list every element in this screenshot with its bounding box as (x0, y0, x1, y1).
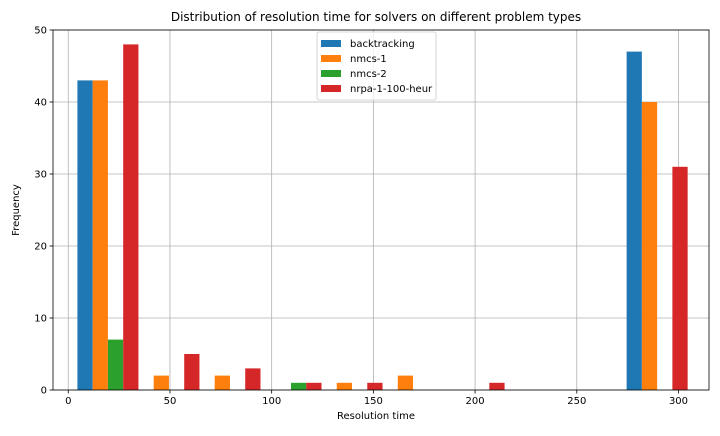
ticks-layer: 0 50 100 150 200 250 300 0 10 20 30 40 50 (34, 26, 688, 408)
y-axis-label: Frequency (11, 184, 22, 236)
bar-nrpa-1-100-heur (672, 166, 688, 390)
legend-swatch-backtracking (321, 40, 341, 47)
legend-swatch-nrpa-1-100-heur (321, 85, 341, 92)
bar-nrpa-1-100-heur (245, 368, 261, 390)
bar-nrpa-1-100-heur (184, 354, 200, 390)
bar-nrpa-1-100-heur (489, 382, 505, 390)
plot-frame (52, 29, 710, 391)
x-tick-label: 250 (567, 396, 586, 407)
bar-nrpa-1-100-heur (367, 382, 383, 390)
y-tick-label: 50 (34, 26, 47, 37)
bar-nmcs-1 (214, 375, 230, 390)
legend-swatch-nmcs-1 (321, 55, 341, 62)
x-tick-label: 200 (466, 396, 485, 407)
bar-backtracking (626, 51, 642, 390)
x-axis-label: Resolution time (337, 411, 415, 422)
legend-box (316, 31, 437, 101)
bar-nrpa-1-100-heur (306, 382, 322, 390)
x-tick-label: 0 (65, 396, 71, 407)
legend-label-nmcs-2: nmcs-2 (350, 69, 387, 80)
chart-title: Distribution of resolution time for solv… (171, 10, 581, 24)
bars-layer (77, 44, 688, 391)
bar-nmcs-2 (107, 339, 124, 390)
x-tick-label: 150 (364, 396, 383, 407)
bar-nmcs-1 (641, 102, 658, 390)
y-tick-label: 0 (41, 386, 47, 397)
bar-nmcs-1 (336, 382, 353, 390)
legend-label-nrpa-1-100-heur: nrpa-1-100-heur (350, 84, 433, 95)
legend-swatch-nmcs-2 (321, 70, 341, 77)
bar-nmcs-1 (92, 80, 108, 391)
x-tick-label: 50 (164, 396, 177, 407)
y-tick-label: 30 (34, 170, 47, 181)
legend: backtracking nmcs-1 nmcs-2 nrpa-1-100-heur (316, 31, 437, 101)
y-tick-label: 20 (34, 242, 47, 253)
y-tick-label: 10 (34, 314, 47, 325)
bar-nmcs-2 (290, 382, 307, 390)
bar-backtracking (77, 80, 93, 391)
x-tick-label: 100 (262, 396, 281, 407)
bar-nmcs-1 (397, 375, 414, 390)
legend-label-nmcs-1: nmcs-1 (350, 54, 387, 65)
bar-nrpa-1-100-heur (123, 44, 139, 391)
y-tick-label: 40 (34, 98, 47, 109)
bar-nmcs-1 (153, 375, 169, 390)
legend-label-backtracking: backtracking (350, 39, 415, 50)
x-tick-label: 300 (669, 396, 688, 407)
